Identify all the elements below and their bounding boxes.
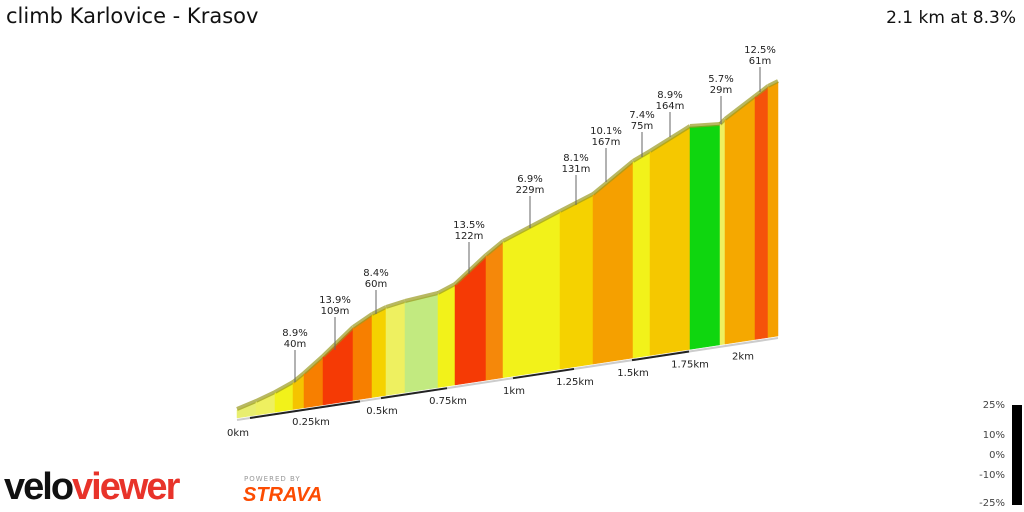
gradient-segment <box>649 126 691 356</box>
annotation-length: 60m <box>365 279 387 290</box>
profile-edge <box>404 291 439 303</box>
gradient-segment <box>689 124 721 350</box>
legend-tick: -25% <box>979 498 1005 509</box>
x-tick-label: 2km <box>732 351 754 362</box>
annotation-length: 109m <box>321 306 350 317</box>
profile-edge <box>484 239 505 257</box>
km-band <box>512 367 575 380</box>
logo-viewer: viewer <box>72 466 180 508</box>
profile-edge <box>723 94 757 121</box>
annotation-gradient: 8.4% <box>363 268 388 279</box>
annotation-gradient: 7.4% <box>629 110 654 121</box>
annotation-gradient: 10.1% <box>590 126 622 137</box>
annotation-length: 61m <box>749 56 771 67</box>
annotation-length: 131m <box>562 164 591 175</box>
profile-edge <box>321 325 355 358</box>
gradient-segment <box>437 284 456 388</box>
annotation-gradient: 8.9% <box>282 328 307 339</box>
x-tick-label: 0.75km <box>429 396 467 407</box>
annotation-length: 229m <box>516 185 545 196</box>
profile-edge <box>648 124 692 153</box>
veloviewer-logo: veloviewer <box>4 466 180 509</box>
annotation-gradient: 13.9% <box>319 295 351 306</box>
profile-edge <box>591 159 635 196</box>
gradient-segment <box>754 86 769 340</box>
km-band <box>249 400 361 420</box>
annotation-gradient: 5.7% <box>708 74 733 85</box>
gradient-segment <box>767 81 779 338</box>
profile-edge <box>689 122 721 128</box>
logo-velo: velo <box>4 466 74 508</box>
x-tick-label: 1.25km <box>556 377 594 388</box>
gradient-segment <box>719 119 726 346</box>
km-band <box>380 387 448 400</box>
x-tick-label: 0.25km <box>292 417 330 428</box>
gradient-segment <box>404 293 439 393</box>
profile-edge <box>385 299 406 309</box>
x-tick-label: 1km <box>503 386 525 397</box>
profile-edge <box>236 399 257 411</box>
gradient-segment <box>592 161 634 365</box>
profile-edge <box>502 209 561 243</box>
annotation-length: 75m <box>631 121 653 132</box>
climb-summary: 2.1 km at 8.3% <box>886 8 1016 28</box>
profile-edge <box>274 380 294 394</box>
gradient-segment <box>485 241 504 381</box>
powered-by-text: POWERED BY <box>244 475 301 483</box>
annotation-length: 122m <box>455 231 484 242</box>
climb-title: climb Karlovice - Krasov <box>6 4 259 28</box>
profile-edge <box>437 282 456 295</box>
annotation-gradient: 8.1% <box>563 153 588 164</box>
profile-edge <box>255 390 276 403</box>
annotation-length: 29m <box>710 85 732 96</box>
legend-tick: 25% <box>983 400 1005 411</box>
x-tick-label: 0km <box>227 428 249 439</box>
profile-edge <box>767 79 779 88</box>
annotation-gradient: 8.9% <box>657 90 682 101</box>
annotation-gradient: 12.5% <box>744 45 776 56</box>
gradient-segment <box>385 301 406 396</box>
gradient-segment <box>371 307 387 398</box>
profile-edge <box>351 312 374 329</box>
annotation-length: 40m <box>284 339 306 350</box>
x-tick-label: 1.5km <box>617 368 648 379</box>
gradient-segment <box>559 194 594 370</box>
profile-edge <box>302 354 325 375</box>
annotation-length: 164m <box>656 101 685 112</box>
gradient-segment <box>724 96 756 345</box>
km-band <box>631 350 690 362</box>
profile-edge <box>371 305 387 316</box>
legend-tick: 0% <box>989 450 1005 461</box>
legend-tick: 10% <box>983 430 1005 441</box>
gradient-segment <box>454 255 487 386</box>
gradient-segment <box>352 314 373 401</box>
gradient-legend-bar <box>1012 405 1022 505</box>
x-tick-label: 0.5km <box>366 406 397 417</box>
annotation-gradient: 6.9% <box>517 174 542 185</box>
strava-logo: STRAVA <box>243 484 323 506</box>
annotation-gradient: 13.5% <box>453 220 485 231</box>
annotation-length: 167m <box>592 137 621 148</box>
legend-tick: -10% <box>979 470 1005 481</box>
profile-edge <box>753 84 770 98</box>
x-tick-label: 1.75km <box>671 360 709 371</box>
gradient-segment <box>632 151 651 359</box>
profile-edge <box>453 253 488 286</box>
